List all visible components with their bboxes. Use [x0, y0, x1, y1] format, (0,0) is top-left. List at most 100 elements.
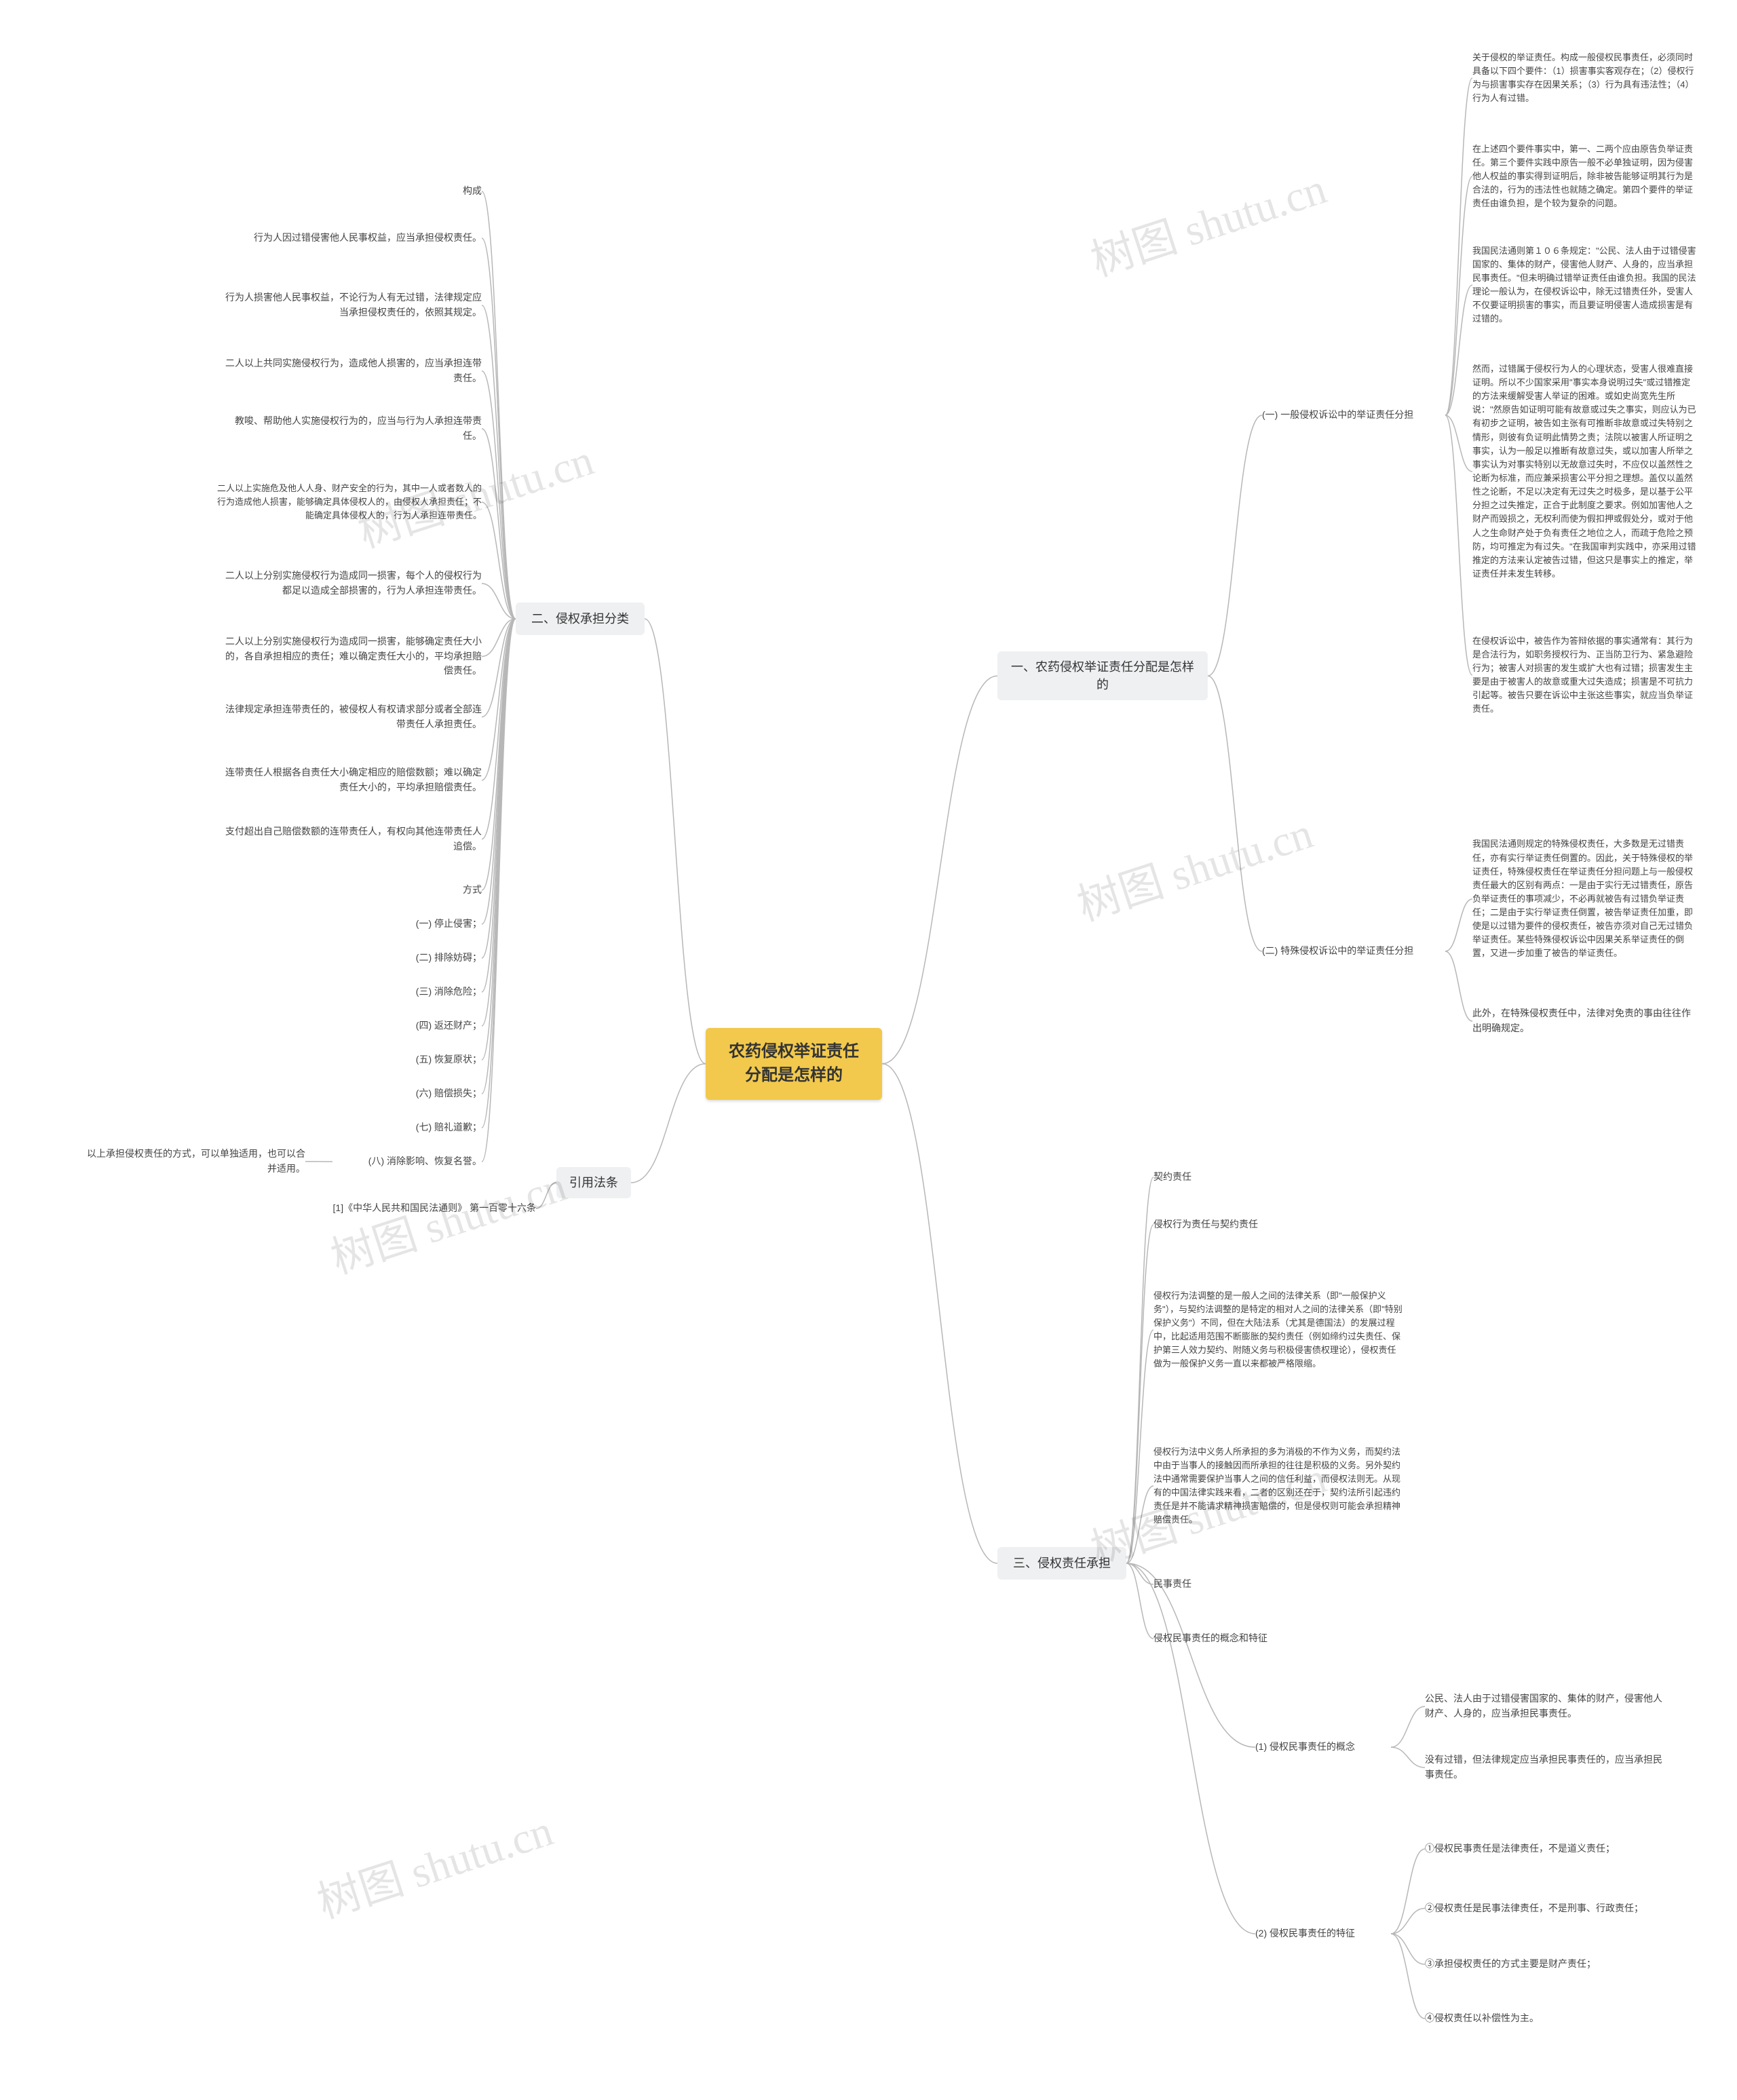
- edge: [882, 676, 997, 1064]
- leaf-r3: 我国民法通则第１０６条规定："公民、法人由于过错侵害国家的、集体的财产，侵害他人…: [1472, 237, 1696, 332]
- edge: [482, 584, 516, 619]
- edge: [1126, 1177, 1153, 1563]
- leaf-t1: 契约责任: [1153, 1167, 1276, 1187]
- leaf-l0: 构成: [346, 183, 482, 199]
- leaf-t3: 侵权行为法调整的是一般人之间的法律关系（即"一般保护义务"），与契约法调整的是特…: [1153, 1262, 1405, 1398]
- edge: [482, 619, 516, 958]
- leaf-l9: 连带责任人根据各自责任大小确定相应的赔偿数额；难以确定责任大小的，平均承担赔偿责…: [217, 760, 482, 801]
- leaf-l8: 法律规定承担连带责任的，被侵权人有权请求部分或者全部连带责任人承担责任。: [217, 702, 482, 731]
- leaf-t7b: 没有过错，但法律规定应当承担民事责任的，应当承担民事责任。: [1425, 1751, 1662, 1784]
- edge: [1445, 951, 1472, 1021]
- leaf-l14: (三) 消除危险；: [366, 984, 482, 1000]
- leaf-t2: 侵权行为责任与契约责任: [1153, 1215, 1330, 1235]
- subnode-s3a[interactable]: (1) 侵权民事责任的概念: [1255, 1734, 1391, 1761]
- leaf-l3: 二人以上共同实施侵权行为，造成他人损害的，应当承担连带责任。: [217, 356, 482, 385]
- edge: [482, 619, 516, 1094]
- edge: [482, 502, 516, 619]
- leaf-l18: (七) 赔礼道歉；: [366, 1120, 482, 1136]
- leaf-q1: [1]《中华人民共和国民法通则》 第一百零十六条: [319, 1194, 536, 1223]
- edge: [482, 619, 516, 924]
- leaf-r7: 此外，在特殊侵权责任中，法律对免责的事由往往作出明确规定。: [1472, 1004, 1696, 1038]
- edge: [1391, 1747, 1425, 1768]
- edge: [1126, 1330, 1153, 1563]
- leaf-t8b: ②侵权责任是民事法律责任，不是刑事、行政责任；: [1425, 1893, 1662, 1924]
- leaf-t8a: ①侵权民事责任是法律责任，不是道义责任；: [1425, 1839, 1662, 1859]
- leaf-t8c: ③承担侵权责任的方式主要是财产责任；: [1425, 1954, 1662, 1974]
- leaf-l5: 二人以上实施危及他人人身、财产安全的行为，其中一人或者数人的行为造成他人损害，能…: [217, 472, 482, 533]
- leaf-r1: 关于侵权的举证责任。构成一般侵权民事责任，必须同时具备以下四个要件：（1）损害事…: [1472, 41, 1696, 115]
- edge: [482, 619, 516, 1060]
- edge: [1445, 176, 1472, 415]
- watermark: 树图 shutu.cn: [1082, 154, 1333, 288]
- edge: [1126, 1563, 1153, 1639]
- edge: [1126, 1563, 1255, 1934]
- leaf-l4: 教唆、帮助他人实施侵权行为的，应当与行为人承担连带责任。: [217, 414, 482, 443]
- leaf-r5: 在侵权诉讼中，被告作为答辩依据的事实通常有：其行为是合法行为，如职务授权行为、正…: [1472, 624, 1696, 726]
- leaf-l17: (六) 赔偿损失；: [366, 1086, 482, 1102]
- subnode-s3b[interactable]: (2) 侵权民事责任的特征: [1255, 1920, 1391, 1947]
- watermark: 树图 shutu.cn: [1069, 799, 1320, 933]
- leaf-l6: 二人以上分别实施侵权行为造成同一损害，每个人的侵权行为都足以造成全部损害的，行为…: [217, 563, 482, 604]
- edge: [1391, 1909, 1425, 1934]
- mindmap-canvas: 农药侵权举证责任分配是怎样的 一、农药侵权举证责任分配是怎样的三、侵权责任承担 二、…: [0, 0, 1737, 2100]
- edge: [482, 619, 516, 839]
- leaf-t4: 侵权行为法中义务人所承担的多为消极的不作为义务，而契约法中由于当事人的接触因而所…: [1153, 1428, 1405, 1544]
- leaf-l11: 方式: [366, 882, 482, 898]
- edge: [1445, 78, 1472, 415]
- leaf-l19: (八) 消除影响、恢复名誉。: [332, 1153, 482, 1170]
- edge: [482, 619, 516, 890]
- edge: [1208, 415, 1262, 676]
- leaf-t8d: ④侵权责任以补偿性为主。: [1425, 2008, 1662, 2029]
- subnode-s1b[interactable]: (二) 特殊侵权诉讼中的举证责任分担: [1262, 936, 1445, 966]
- leaf-r4: 然而，过错属于侵权行为人的心理状态，受害人很难直接证明。所以不少国家采用"事实本…: [1472, 353, 1696, 590]
- edge: [482, 619, 516, 780]
- edge: [1391, 1934, 1425, 2019]
- leaf-l16: (五) 恢复原状；: [366, 1052, 482, 1068]
- leaf-t6: 侵权民事责任的概念和特征: [1153, 1628, 1330, 1649]
- edge: [1445, 899, 1472, 951]
- major-node-m1[interactable]: 一、农药侵权举证责任分配是怎样的: [997, 651, 1208, 700]
- leaf-l12: (一) 停止侵害；: [366, 916, 482, 932]
- edge: [1126, 1486, 1153, 1563]
- edge: [1445, 415, 1472, 675]
- edge: [1391, 1849, 1425, 1934]
- leaf-t7a: 公民、法人由于过错侵害国家的、集体的财产，侵害他人财产、人身的，应当承担民事责任…: [1425, 1686, 1662, 1727]
- edge: [482, 238, 516, 619]
- edge: [1126, 1225, 1153, 1563]
- edge: [631, 1064, 706, 1183]
- edge: [482, 619, 516, 1128]
- edge: [482, 619, 516, 657]
- edge: [1445, 285, 1472, 415]
- watermark: 树图 shutu.cn: [309, 1796, 560, 1930]
- edge: [482, 619, 516, 717]
- leaf-l13: (二) 排除妨碍；: [366, 950, 482, 966]
- edge: [482, 619, 516, 1026]
- edge: [1126, 1563, 1153, 1584]
- edge: [645, 619, 706, 1064]
- edge: [882, 1064, 997, 1563]
- edge: [1391, 1706, 1425, 1747]
- leaf-r2: 在上述四个要件事实中，第一、二两个应由原告负举证责任。第三个要件实践中原告一般不…: [1472, 136, 1696, 217]
- subnode-s1a[interactable]: (一) 一般侵权诉讼中的举证责任分担: [1262, 400, 1445, 430]
- leaf-l7: 二人以上分别实施侵权行为造成同一损害，能够确定责任大小的，各自承担相应的责任；难…: [217, 634, 482, 679]
- edge: [482, 619, 516, 1162]
- leaf-l20: 以上承担侵权责任的方式，可以单独适用，也可以合并适用。: [81, 1147, 305, 1176]
- root-node[interactable]: 农药侵权举证责任分配是怎样的: [706, 1028, 882, 1100]
- edge: [482, 191, 516, 619]
- leaf-l1: 行为人因过错侵害他人民事权益，应当承担侵权责任。: [217, 224, 482, 252]
- edge: [482, 429, 516, 619]
- edge: [482, 619, 516, 992]
- leaf-t5: 民事责任: [1153, 1574, 1276, 1595]
- edge: [482, 305, 516, 619]
- edge: [482, 371, 516, 619]
- edge: [1445, 415, 1472, 472]
- edge: [536, 1183, 556, 1208]
- leaf-l2: 行为人损害他人民事权益，不论行为人有无过错，法律规定应当承担侵权责任的，依照其规…: [217, 285, 482, 326]
- major-node-m3[interactable]: 三、侵权责任承担: [997, 1547, 1126, 1580]
- edge: [1208, 676, 1262, 951]
- major-node-mq[interactable]: 引用法条: [556, 1167, 631, 1198]
- edge: [1391, 1934, 1425, 1964]
- leaf-l15: (四) 返还财产；: [366, 1018, 482, 1034]
- leaf-l10: 支付超出自己赔偿数额的连带责任人，有权向其他连带责任人追偿。: [217, 824, 482, 854]
- major-node-m2[interactable]: 二、侵权承担分类: [516, 603, 645, 635]
